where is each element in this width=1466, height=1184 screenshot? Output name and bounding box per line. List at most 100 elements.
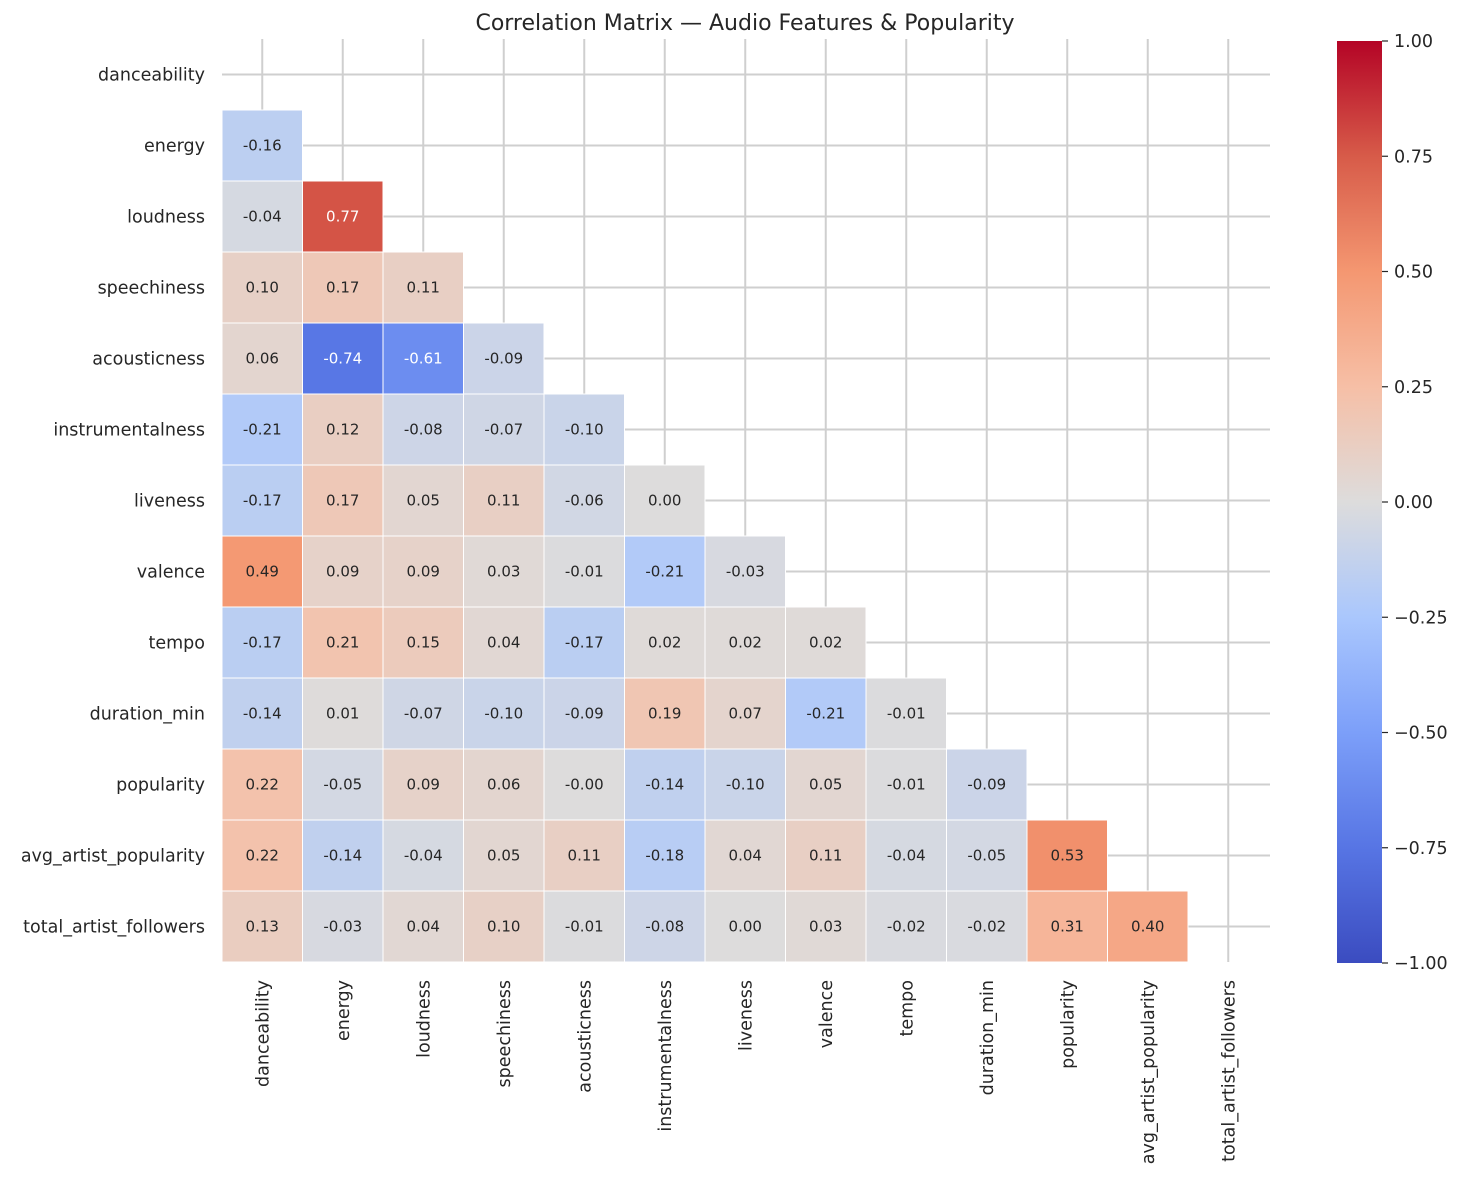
heatmap-cell-duration_min-instrumentalness	[624, 677, 706, 750]
x-tick-labels: danceability energy loudness speechiness aco…	[253, 980, 1239, 1164]
cell-value-label: -0.61	[404, 350, 443, 368]
heatmap-cell-popularity-duration_min	[946, 748, 1028, 821]
colorbar-tick-label: 0.25	[1394, 378, 1433, 398]
colorbar-tick-label: −0.75	[1394, 839, 1448, 859]
cell-value-label: -0.16	[243, 137, 282, 155]
cell-value-label: 0.49	[246, 563, 279, 581]
y-tick-label-energy: energy	[144, 137, 205, 157]
heatmap-cell-total_artist_followers-loudness	[382, 890, 464, 963]
x-tick-label-energy: energy	[334, 980, 354, 1041]
heatmap-cell-avg_artist_popularity-instrumentalness	[624, 819, 706, 892]
cell-value-label: 0.09	[407, 563, 440, 581]
cell-value-label: -0.02	[887, 918, 926, 936]
cell-value-label: -0.21	[806, 705, 845, 723]
cell-value-label: 0.17	[326, 279, 359, 297]
cell-value-label: -0.01	[887, 705, 926, 723]
heatmap-cell-instrumentalness-speechiness	[463, 393, 545, 466]
colorbar-tick-label: −0.25	[1394, 608, 1448, 628]
cell-value-label: -0.05	[323, 776, 362, 794]
heatmap-cell-avg_artist_popularity-liveness	[704, 819, 786, 892]
cell-value-label: -0.18	[645, 847, 684, 865]
heatmap-cell-tempo-instrumentalness	[624, 606, 706, 679]
cell-value-label: 0.09	[326, 563, 359, 581]
cell-value-label: 0.07	[729, 705, 762, 723]
x-tick-label-speechiness: speechiness	[495, 980, 515, 1087]
cell-value-label: -0.04	[887, 847, 926, 865]
y-tick-labels: danceability energy loudness speechiness aco…	[21, 66, 205, 938]
cell-value-label: -0.09	[484, 350, 523, 368]
colorbar-tick-label: 1.00	[1394, 32, 1433, 52]
x-tick-label-duration_min: duration_min	[978, 980, 998, 1095]
y-tick-label-instrumentalness: instrumentalness	[53, 421, 205, 441]
heatmap-cell-avg_artist_popularity-tempo	[865, 819, 947, 892]
colorbar-gradient	[1337, 41, 1382, 963]
cell-value-label: 0.06	[487, 776, 520, 794]
heatmap-cell-loudness-danceability	[221, 180, 303, 253]
heatmap-cells: -0.16 -0.04 0.77 0.10 0.17 0.11 0.06 -0.74 -0.61…	[221, 109, 1189, 963]
x-tick-label-valence: valence	[817, 980, 837, 1048]
heatmap-cell-instrumentalness-acousticness	[543, 393, 625, 466]
heatmap-cell-avg_artist_popularity-loudness	[382, 819, 464, 892]
cell-value-label: -0.06	[565, 492, 604, 510]
x-tick-label-popularity: popularity	[1058, 980, 1078, 1069]
cell-value-label: 0.05	[487, 847, 520, 865]
colorbar-tick-label: −1.00	[1394, 954, 1448, 974]
heatmap-cell-tempo-acousticness	[543, 606, 625, 679]
cell-value-label: 0.19	[648, 705, 681, 723]
cell-value-label: 0.11	[487, 492, 520, 510]
heatmap-cell-valence-energy	[302, 535, 384, 608]
cell-value-label: -0.02	[967, 918, 1006, 936]
cell-value-label: 0.06	[246, 350, 279, 368]
cell-value-label: 0.00	[648, 492, 681, 510]
heatmap-cell-total_artist_followers-popularity	[1026, 890, 1108, 963]
heatmap-cell-duration_min-valence	[785, 677, 867, 750]
heatmap-cell-acousticness-energy	[302, 322, 384, 395]
cell-value-label: -0.05	[967, 847, 1006, 865]
cell-value-label: 0.77	[326, 208, 359, 226]
cell-value-label: 0.11	[568, 847, 601, 865]
y-tick-label-speechiness: speechiness	[98, 279, 205, 299]
heatmap-cell-avg_artist_popularity-acousticness	[543, 819, 625, 892]
cell-value-label: -0.17	[243, 492, 282, 510]
heatmap-cell-acousticness-speechiness	[463, 322, 545, 395]
cell-value-label: -0.10	[726, 776, 765, 794]
cell-value-label: -0.74	[323, 350, 362, 368]
heatmap-cell-duration_min-acousticness	[543, 677, 625, 750]
y-tick-label-loudness: loudness	[127, 208, 205, 228]
cell-value-label: -0.04	[404, 847, 443, 865]
cell-value-label: -0.14	[243, 705, 282, 723]
heatmap-cell-avg_artist_popularity-popularity	[1026, 819, 1108, 892]
cell-value-label: -0.08	[404, 421, 443, 439]
cell-value-label: -0.14	[645, 776, 684, 794]
cell-value-label: 0.03	[487, 563, 520, 581]
cell-value-label: 0.04	[729, 847, 762, 865]
colorbar-tick-label: 0.50	[1394, 263, 1433, 283]
x-tick-label-danceability: danceability	[253, 980, 273, 1087]
cell-value-label: -0.01	[565, 918, 604, 936]
cell-value-label: -0.07	[484, 421, 523, 439]
cell-value-label: 0.04	[487, 634, 520, 652]
cell-value-label: 0.04	[407, 918, 440, 936]
y-tick-label-popularity: popularity	[116, 776, 205, 796]
x-tick-label-liveness: liveness	[736, 980, 756, 1051]
y-tick-label-danceability: danceability	[98, 66, 205, 86]
heatmap-cell-popularity-acousticness	[543, 748, 625, 821]
cell-value-label: 0.00	[729, 918, 762, 936]
x-tick-label-loudness: loudness	[414, 980, 434, 1058]
cell-value-label: 0.11	[407, 279, 440, 297]
heatmap-cell-speechiness-loudness	[382, 251, 464, 324]
heatmap-cell-liveness-instrumentalness	[624, 464, 706, 537]
cell-value-label: -0.01	[565, 563, 604, 581]
cell-value-label: 0.12	[326, 421, 359, 439]
heatmap-cell-total_artist_followers-danceability	[221, 890, 303, 963]
y-tick-label-avg_artist_popularity: avg_artist_popularity	[21, 847, 205, 867]
cell-value-label: -0.09	[967, 776, 1006, 794]
cell-value-label: 0.22	[246, 847, 279, 865]
cell-value-label: -0.14	[323, 847, 362, 865]
cell-value-label: 0.53	[1051, 847, 1084, 865]
cell-value-label: 0.31	[1051, 918, 1084, 936]
cell-value-label: -0.07	[404, 705, 443, 723]
heatmap-cell-popularity-energy	[302, 748, 384, 821]
cell-value-label: -0.03	[726, 563, 765, 581]
